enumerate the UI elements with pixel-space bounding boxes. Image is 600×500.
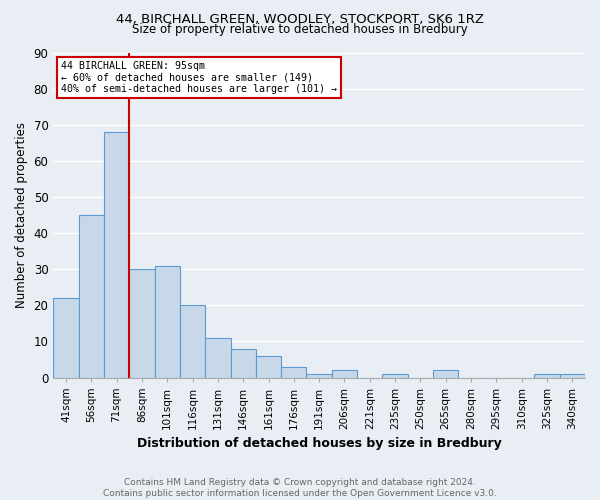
Bar — [104, 132, 129, 378]
Bar — [307, 374, 332, 378]
Bar — [332, 370, 357, 378]
Bar — [53, 298, 79, 378]
Text: 44 BIRCHALL GREEN: 95sqm
← 60% of detached houses are smaller (149)
40% of semi-: 44 BIRCHALL GREEN: 95sqm ← 60% of detach… — [61, 60, 337, 94]
Bar — [382, 374, 408, 378]
Bar — [155, 266, 180, 378]
Bar — [205, 338, 230, 378]
Y-axis label: Number of detached properties: Number of detached properties — [15, 122, 28, 308]
Bar — [535, 374, 560, 378]
Bar — [433, 370, 458, 378]
Text: 44, BIRCHALL GREEN, WOODLEY, STOCKPORT, SK6 1RZ: 44, BIRCHALL GREEN, WOODLEY, STOCKPORT, … — [116, 12, 484, 26]
Text: Size of property relative to detached houses in Bredbury: Size of property relative to detached ho… — [132, 22, 468, 36]
Bar — [560, 374, 585, 378]
Bar — [129, 269, 155, 378]
Bar — [180, 306, 205, 378]
Bar — [281, 366, 307, 378]
Bar — [256, 356, 281, 378]
Bar — [79, 215, 104, 378]
Bar — [230, 348, 256, 378]
X-axis label: Distribution of detached houses by size in Bredbury: Distribution of detached houses by size … — [137, 437, 502, 450]
Text: Contains HM Land Registry data © Crown copyright and database right 2024.
Contai: Contains HM Land Registry data © Crown c… — [103, 478, 497, 498]
